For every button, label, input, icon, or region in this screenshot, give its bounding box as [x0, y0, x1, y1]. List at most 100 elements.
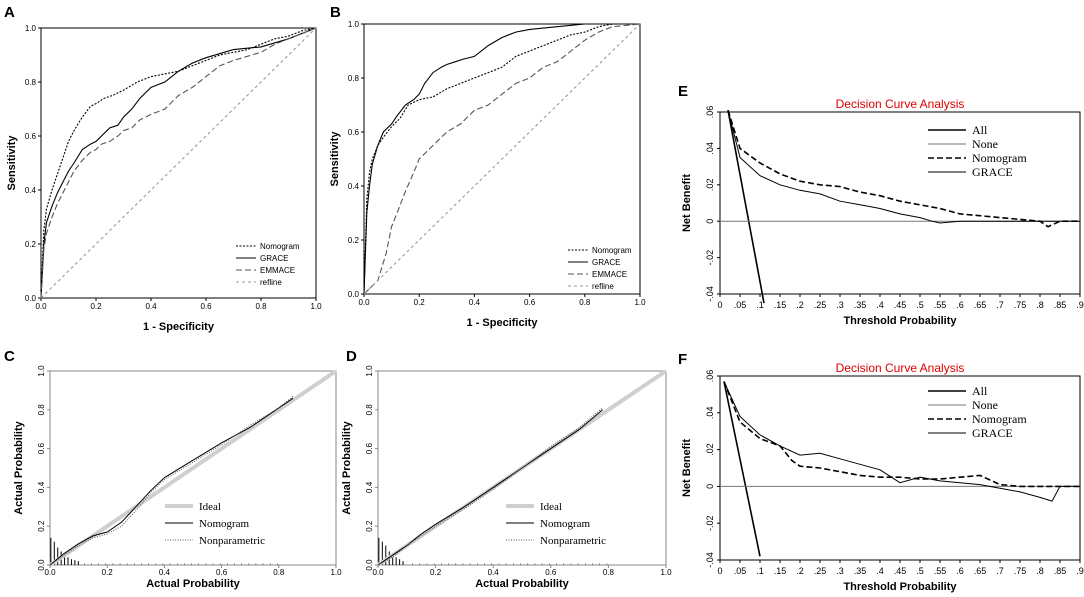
y-tick-label: 0: [705, 484, 715, 489]
series-line-nomogram: [40, 27, 317, 299]
y-tick-label: .02: [705, 179, 715, 192]
series-line-nonparametric: [377, 407, 603, 566]
x-tick-label: 0.4: [488, 568, 500, 577]
y-axis-label: Net Benefit: [681, 439, 693, 497]
x-tick-label: 0.4: [145, 302, 157, 311]
series-line-nomogram: [723, 381, 1080, 488]
x-tick-label: .3: [836, 566, 844, 576]
legend-label: Nonparametric: [540, 535, 606, 547]
x-tick-label: .5: [916, 300, 924, 310]
x-tick-label: 0.2: [90, 302, 102, 311]
legend-label: None: [972, 137, 998, 151]
x-tick-label: .6: [956, 566, 964, 576]
x-tick-label: .25: [814, 300, 827, 310]
x-tick-label: 0.8: [603, 568, 615, 577]
y-tick-label: 0.6: [37, 442, 46, 454]
legend-label: EMMACE: [260, 266, 295, 275]
legend-label: refline: [592, 282, 614, 291]
legend-label: Nomogram: [199, 518, 250, 530]
series-line-grace: [723, 381, 1080, 502]
y-tick-label: 0.0: [348, 290, 360, 299]
panel-D: D 0.0 0.2 0.4 0.6 0.8 1.0 0.0 0.2 0.4 0.6 0.8 1.0 Act…: [341, 348, 672, 590]
legend-label: Nomogram: [972, 151, 1027, 165]
panel-A: A 0.0 0.2 0.4 0.6 0.8 1.0 0.0 0.2 0.4 0.6 0.8 1.0 1 -…: [4, 4, 322, 333]
y-tick-label: 0.2: [348, 236, 360, 245]
x-tick-label: 0: [717, 300, 722, 310]
y-tick-label: 0.8: [37, 404, 46, 416]
y-axis-label: Net Benefit: [681, 174, 693, 232]
legend-label: Nonparametric: [199, 535, 265, 547]
y-tick-label: .02: [705, 443, 715, 456]
x-tick-label: .65: [974, 566, 987, 576]
y-tick-label: 0.6: [25, 132, 37, 141]
y-tick-label: 0.2: [365, 520, 374, 532]
x-tick-label: .15: [774, 300, 787, 310]
series-line-grace: [40, 27, 317, 299]
x-axis-label: Threshold Probability: [843, 315, 957, 327]
series-line-emmace: [40, 27, 317, 299]
legend-label: GRACE: [260, 254, 288, 263]
x-tick-label: 0.8: [255, 302, 267, 311]
y-tick-label: 1.0: [25, 24, 37, 33]
y-axis-label: Actual Probability: [341, 420, 353, 514]
y-tick-label: .04: [705, 142, 715, 155]
panel-B: B 0.0 0.2 0.4 0.6 0.8 1.0 0.0 0.2 0.4 0.6 0.8 1.0 1 -…: [329, 4, 646, 329]
x-axis-label: 1 - Specificity: [467, 317, 539, 329]
x-axis-label: Actual Probability: [475, 578, 569, 590]
x-tick-label: .7: [996, 300, 1004, 310]
y-tick-label: 0.8: [348, 74, 360, 83]
x-tick-label: .85: [1054, 566, 1067, 576]
x-tick-label: .55: [934, 566, 947, 576]
y-tick-label: 0.2: [25, 240, 37, 249]
series-line-all: [723, 381, 761, 557]
panel-F: F Decision Curve Analysis 0 .05 .1 .15 .2 .25 .3…: [678, 351, 1084, 593]
x-axis-label: Threshold Probability: [843, 581, 957, 593]
x-tick-label: 0.0: [35, 302, 47, 311]
x-tick-label: .25: [814, 566, 827, 576]
x-tick-label: .8: [1036, 566, 1044, 576]
legend-label: Nomogram: [260, 242, 300, 251]
x-tick-label: .35: [854, 566, 867, 576]
x-tick-label: 1.0: [634, 298, 646, 307]
y-tick-label: -.02: [705, 250, 715, 266]
x-tick-label: 0.0: [358, 298, 370, 307]
y-tick-label: -.04: [705, 286, 715, 302]
plot-frame: [363, 23, 641, 295]
x-tick-label: .75: [1014, 300, 1027, 310]
legend-label: Ideal: [540, 501, 562, 513]
y-tick-label: 0.4: [25, 186, 37, 195]
y-tick-label: 0.0: [25, 294, 37, 303]
x-tick-label: .6: [956, 300, 964, 310]
legend-label: Nomogram: [592, 246, 632, 255]
legend-label: EMMACE: [592, 270, 627, 279]
y-tick-label: 1.0: [348, 20, 360, 29]
x-tick-label: 0.8: [273, 568, 285, 577]
x-tick-label: .2: [796, 300, 804, 310]
x-tick-label: .75: [1014, 566, 1027, 576]
panel-C: C 0.0 0.2 0.4 0.6 0.8 1.0 0.0 0.2 0.4 0.6 0.8 1.0 Act…: [4, 348, 342, 590]
chart-title: Decision Curve Analysis: [836, 97, 965, 111]
x-tick-label: 0.2: [430, 568, 442, 577]
x-tick-label: .05: [734, 566, 747, 576]
x-tick-label: .45: [894, 566, 907, 576]
y-tick-label: -.02: [705, 515, 715, 531]
x-axis-label: 1 - Specificity: [143, 321, 215, 333]
legend-label: GRACE: [972, 165, 1013, 179]
legend-label: Ideal: [199, 501, 221, 513]
series-line-nomogram: [49, 397, 294, 566]
x-tick-label: 0.2: [414, 298, 426, 307]
y-tick-label: 0.8: [365, 404, 374, 416]
x-tick-label: 0.6: [545, 568, 557, 577]
x-tick-label: .9: [1076, 566, 1084, 576]
y-axis-label: Sensitivity: [329, 131, 341, 187]
y-tick-label: 0.6: [365, 442, 374, 454]
y-tick-label: 0.4: [365, 481, 374, 493]
x-tick-label: 0: [717, 566, 722, 576]
series-line-ideal: [48, 369, 338, 567]
y-axis-label: Sensitivity: [6, 135, 18, 191]
plot-frame: [40, 27, 317, 299]
x-tick-label: .55: [934, 300, 947, 310]
series-line-nomogram: [363, 23, 640, 295]
x-tick-label: 0.4: [469, 298, 481, 307]
series-line-nomogram: [727, 109, 1080, 228]
